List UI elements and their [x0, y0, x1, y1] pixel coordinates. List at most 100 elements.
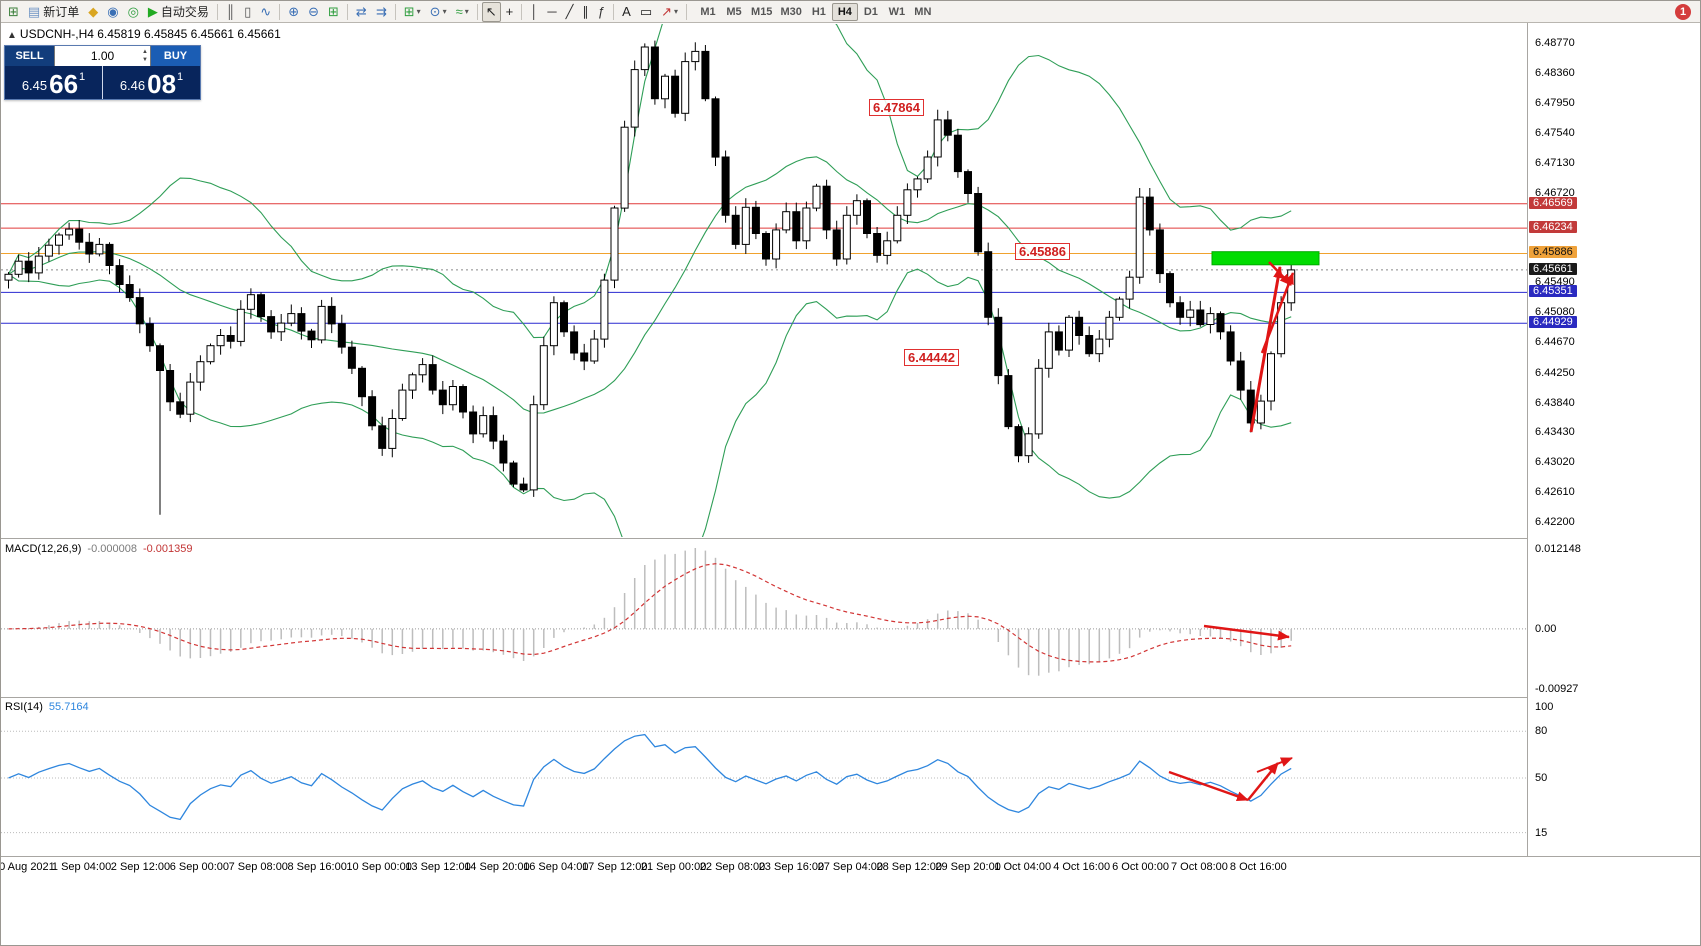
zoom-in-icon[interactable]: ⊕ — [284, 2, 303, 22]
rsi-panel-divider[interactable] — [1, 697, 1700, 698]
crosshair-icon[interactable]: + — [502, 2, 518, 22]
timeframe-h4[interactable]: H4 — [831, 2, 858, 21]
price-tag: 6.44929 — [1529, 316, 1577, 329]
one-click-trading-panel: SELL 1.00 ▲ ▼ BUY 6.45 66 1 6.46 08 1 — [4, 45, 201, 100]
market-watch-icon[interactable]: ◉ — [103, 2, 122, 22]
volume-up-icon[interactable]: ▲ — [142, 49, 148, 55]
trend-arrow[interactable] — [1260, 272, 1295, 354]
price-scale-label: 6.42610 — [1535, 486, 1575, 499]
autotrade-button[interactable]: ▶ 自动交易 — [144, 2, 213, 22]
volume-stepper[interactable]: ▲ ▼ — [142, 48, 148, 64]
trendline-icon[interactable]: ╱ — [562, 2, 578, 22]
arrange-windows-icon-glyph: ⇄ — [355, 3, 367, 19]
crosshair-icon-glyph: + — [505, 3, 514, 19]
tile-windows-icon[interactable]: ⊞ — [324, 2, 343, 22]
toolbar: ⊞ ▤ 新订单 ◆ ◉ ◎ ▶ 自动交易 ║ ▯ ∿ ⊕ ⊖ ⊞ ⇄ ⇉ ⊞ ▾ ⊙ ▾ ≈ ▾ ↖ + │ ─ ╱ ∥ ƒ A ▭ ↗ ▾ M1… — [1, 1, 1700, 23]
macd-value-1: -0.000008 — [87, 543, 137, 555]
timeframe-d1[interactable]: D1 — [863, 5, 878, 18]
bollinger-bands — [8, 24, 1292, 537]
fibonacci-icon[interactable]: ƒ — [594, 2, 609, 22]
buy-button[interactable]: BUY — [151, 46, 200, 66]
collapse-icon[interactable]: ▲ — [7, 30, 17, 41]
price-scale-label: 6.47130 — [1535, 156, 1575, 169]
macd-signal-line — [8, 563, 1292, 663]
rsi-scale-label: 50 — [1535, 772, 1548, 784]
trend-arrow[interactable] — [1268, 261, 1292, 286]
price-tag: 6.45351 — [1529, 285, 1577, 298]
toolbar-separator — [521, 3, 523, 20]
channel-icon[interactable]: ∥ — [578, 2, 593, 22]
macd-value-2: -0.001359 — [142, 543, 193, 555]
macd-scale-label: 0.012148 — [1535, 543, 1581, 555]
buy-price-main: 6.46 — [119, 78, 146, 93]
text-label-icon[interactable]: ▭ — [636, 2, 656, 22]
notification-badge[interactable]: 1 — [1675, 3, 1691, 20]
shapes-dropdown[interactable]: ↗ ▾ — [657, 2, 682, 22]
timeframe-mn[interactable]: MN — [914, 5, 932, 18]
zoom-out-icon-glyph: ⊖ — [308, 3, 320, 19]
chart-shift-icon[interactable]: ⇉ — [372, 2, 391, 22]
trend-arrow[interactable] — [1249, 266, 1284, 433]
web-community-icon[interactable]: ◎ — [124, 2, 143, 22]
new-chart-icon[interactable]: ⊞ — [4, 2, 23, 22]
time-axis-label: 7 Oct 08:00 — [1171, 861, 1228, 873]
indicators-dropdown[interactable]: ≈ ▾ — [452, 2, 473, 22]
sell-button[interactable]: SELL — [5, 46, 54, 66]
zoom-out-icon[interactable]: ⊖ — [304, 2, 323, 22]
new-chart-dropdown[interactable]: ⊞ ▾ — [400, 2, 425, 22]
time-axis-label: 14 Sep 20:00 — [464, 861, 530, 873]
cursor-icon[interactable]: ↖ — [481, 1, 501, 22]
trend-arrow[interactable] — [1256, 757, 1293, 773]
rsi-indicator-label: RSI(14) 55.7164 — [5, 701, 89, 713]
period-dropdown-glyph: ⊙ — [429, 3, 441, 19]
timeframe-w1[interactable]: W1 — [888, 5, 906, 18]
new-order-button[interactable]: ▤ 新订单 — [24, 2, 83, 22]
price-annotation[interactable]: 6.47864 — [869, 99, 924, 117]
bar-chart-icon[interactable]: ║ — [222, 2, 239, 22]
timeframe-m1[interactable]: M1 — [700, 5, 716, 18]
sell-price-display[interactable]: 6.45 66 1 — [5, 66, 102, 99]
trend-arrow[interactable] — [1203, 624, 1290, 641]
trend-arrow[interactable] — [1168, 770, 1249, 802]
macd-panel-divider[interactable] — [1, 538, 1700, 539]
line-chart-icon-glyph: ∿ — [260, 3, 272, 19]
macd-scale-label: 0.00 — [1535, 622, 1557, 635]
price-scale[interactable]: 6.48770 6.48360 6.47950 6.47540 6.47130 6.467… — [1528, 23, 1700, 856]
buy-price-display[interactable]: 6.46 08 1 — [102, 66, 200, 99]
candlestick-chart-icon[interactable]: ▯ — [240, 2, 255, 22]
trend-arrow[interactable] — [1247, 762, 1279, 801]
text-label-icon-glyph: ▭ — [639, 3, 653, 19]
price-annotation[interactable]: 6.44442 — [904, 348, 959, 366]
timeframe-m5[interactable]: M5 — [726, 5, 742, 18]
timeframe-h1[interactable]: H1 — [811, 5, 826, 18]
vertical-line-icon[interactable]: │ — [526, 2, 542, 22]
time-axis-label: 6 Oct 00:00 — [1112, 861, 1169, 873]
arrange-windows-icon[interactable]: ⇄ — [352, 2, 371, 22]
volume-down-icon[interactable]: ▼ — [142, 57, 148, 63]
text-icon-glyph: A — [622, 3, 631, 19]
timeframe-m30[interactable]: M30 — [780, 5, 802, 18]
volume-input[interactable]: 1.00 ▲ ▼ — [54, 46, 151, 66]
toolbar-separator — [346, 3, 348, 20]
line-chart-icon[interactable]: ∿ — [256, 2, 275, 22]
history-center-icon[interactable]: ◆ — [84, 2, 102, 22]
indicators-dropdown-glyph: ≈ — [455, 3, 463, 19]
highlight-rect[interactable] — [1211, 251, 1320, 266]
price-annotation[interactable]: 6.45886 — [1015, 243, 1070, 261]
timeframe-toolbar: M1 M5 M15 M30 H1 H4 D1 W1 MN — [695, 2, 936, 21]
rsi-name: RSI(14) — [5, 701, 43, 713]
rsi-scale-label: 80 — [1535, 725, 1548, 738]
chart-ohlc-title: ▲ USDCNH-,H4 6.45819 6.45845 6.45661 6.45… — [7, 27, 281, 41]
price-tag: 6.46234 — [1529, 221, 1577, 234]
candles — [4, 40, 1296, 515]
time-axis-divider — [1, 856, 1700, 857]
macd-indicator-label: MACD(12,26,9) -0.000008 -0.001359 — [5, 543, 193, 555]
timeframe-m15[interactable]: M15 — [751, 5, 773, 18]
price-tag: 6.45886 — [1529, 246, 1577, 259]
indicators-dropdown-caret-icon: ▾ — [464, 7, 469, 16]
horizontal-line-icon[interactable]: ─ — [543, 2, 560, 22]
period-dropdown[interactable]: ⊙ ▾ — [426, 2, 451, 22]
text-icon[interactable]: A — [618, 2, 635, 22]
